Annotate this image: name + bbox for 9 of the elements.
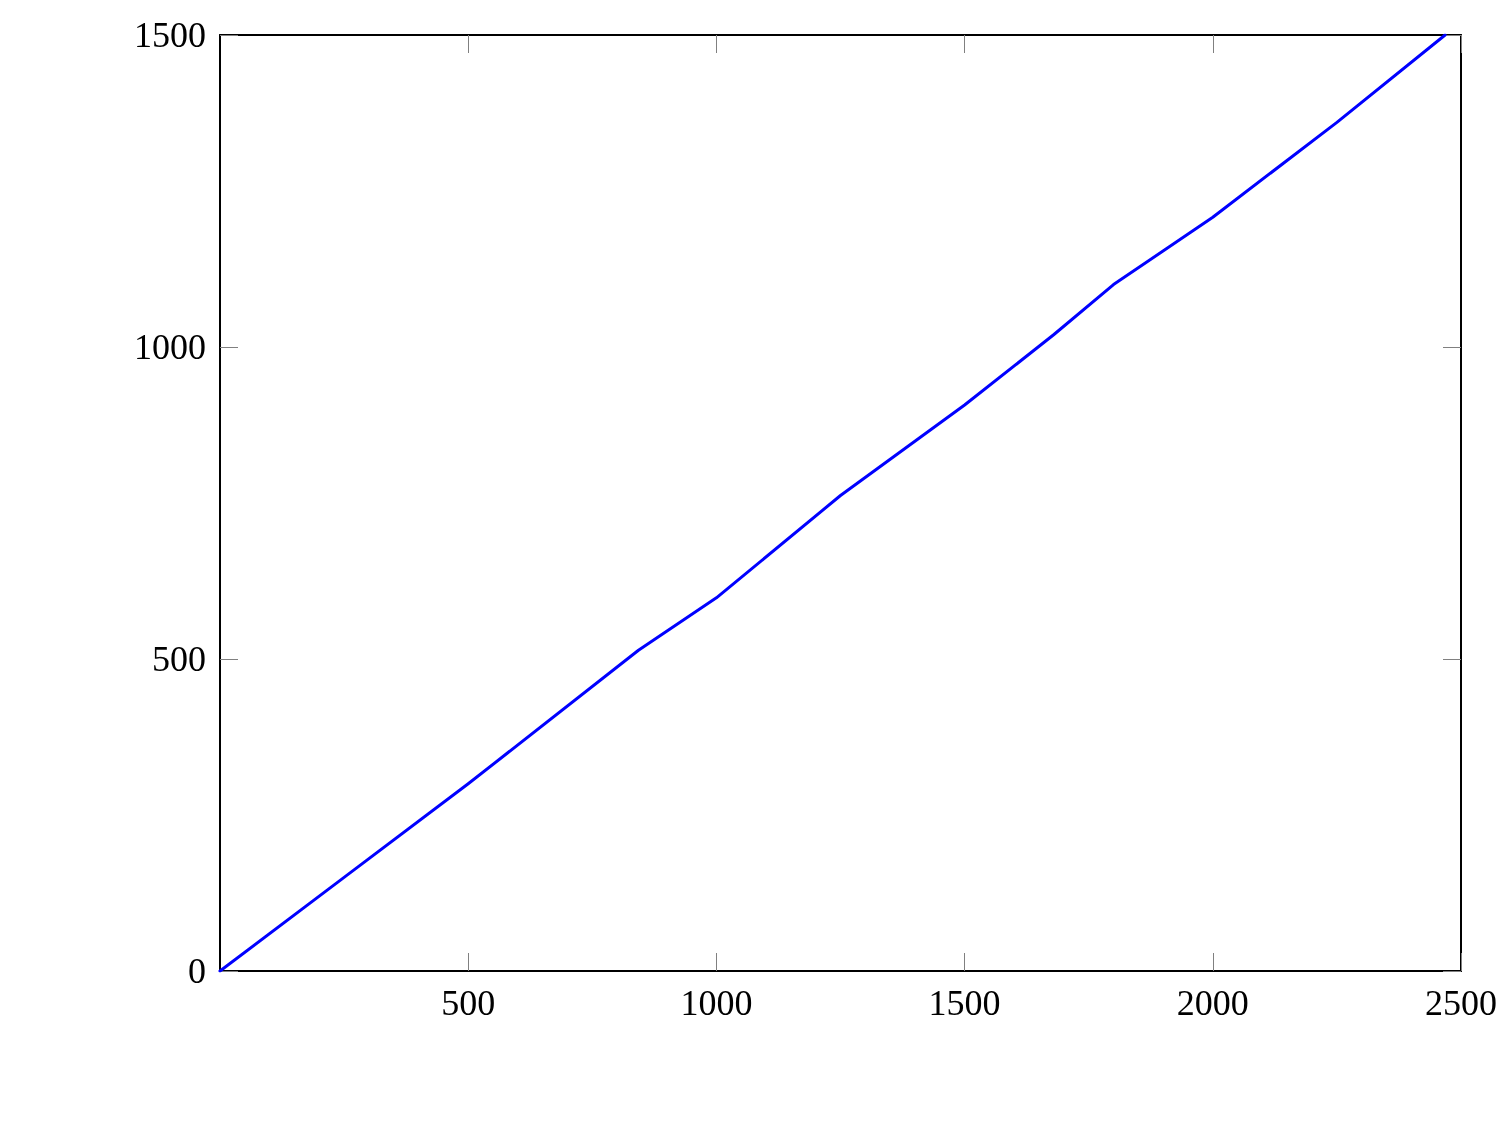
y-tick-label: 1500 bbox=[134, 15, 206, 55]
x-tick-label: 1000 bbox=[680, 983, 753, 1023]
x-tick-label: 2000 bbox=[1176, 983, 1249, 1023]
y-tick-label: 500 bbox=[152, 639, 206, 679]
x-tick-label: 2500 bbox=[1425, 983, 1497, 1023]
y-tick-label: 0 bbox=[188, 951, 206, 991]
y-tick-label: 1000 bbox=[134, 327, 206, 367]
x-tick-label: 500 bbox=[441, 983, 496, 1023]
x-tick-label: 1500 bbox=[928, 983, 1001, 1023]
